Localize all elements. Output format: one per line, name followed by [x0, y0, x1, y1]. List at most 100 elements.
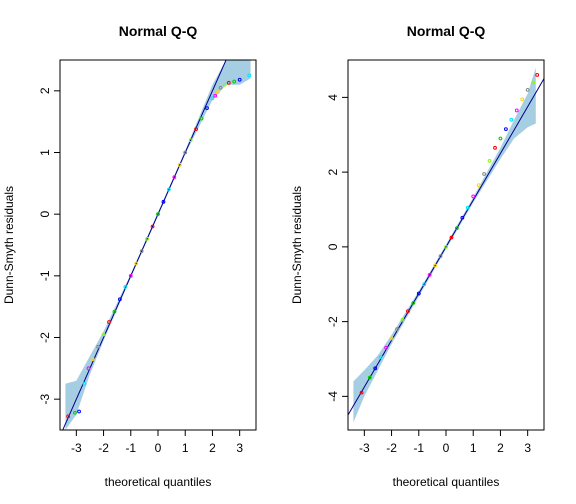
right-data-point	[493, 145, 497, 150]
left-panel-xlabel: theoretical quantiles	[105, 475, 212, 489]
left-panel: Normal Q-Q theoretical quantiles Dunn-Sm…	[2, 23, 257, 489]
right-data-point	[449, 235, 454, 240]
left-y-tick-label: -3	[38, 394, 52, 405]
right-data-point	[531, 80, 536, 85]
right-panel-ylabel: Dunn-Smyth residuals	[290, 186, 304, 304]
right-data-point	[389, 336, 394, 341]
right-data-point	[395, 327, 399, 331]
left-plot-area	[62, 60, 252, 430]
left-data-point	[82, 381, 87, 386]
right-data-point	[535, 73, 540, 77]
left-data-point	[199, 116, 204, 121]
right-data-point	[373, 366, 378, 371]
left-data-point	[188, 138, 193, 143]
right-data-point	[476, 183, 481, 188]
left-data-point	[232, 79, 237, 84]
left-y-tick-label: 0	[38, 211, 52, 218]
left-panel-ylabel: Dunn-Smyth residuals	[2, 186, 16, 304]
right-data-point	[359, 390, 364, 395]
left-y-tick-label: -2	[38, 332, 52, 343]
left-data-point	[128, 273, 133, 278]
right-data-point	[422, 282, 427, 287]
right-data-point	[471, 194, 476, 199]
right-x-tick-label: 3	[524, 441, 531, 455]
right-data-point	[384, 345, 389, 350]
right-data-point	[514, 108, 519, 113]
right-reference-line	[348, 78, 544, 416]
left-data-point	[134, 261, 139, 266]
left-x-tick-label: 0	[155, 441, 162, 455]
left-y-tick-label: 2	[38, 87, 52, 94]
left-data-point	[166, 187, 171, 192]
left-data-point	[247, 73, 252, 78]
left-data-point	[205, 106, 209, 110]
right-y-tick-label: -4	[326, 391, 340, 402]
right-y-tick-label: 4	[326, 94, 340, 101]
right-x-tick-label: -1	[413, 441, 424, 455]
left-x-tick-label: 1	[182, 441, 189, 455]
left-data-point	[96, 344, 101, 349]
left-data-point	[156, 212, 160, 217]
left-data-point	[213, 93, 218, 98]
left-data-point	[86, 366, 91, 371]
right-data-point	[487, 159, 492, 163]
right-x-tick-label: -3	[359, 441, 370, 455]
right-data-point	[498, 136, 503, 141]
right-data-point	[411, 301, 416, 305]
right-data-point	[503, 127, 508, 132]
left-data-point	[107, 320, 111, 324]
right-data-point	[416, 291, 421, 296]
right-x-tick-label: -2	[386, 441, 397, 455]
left-data-point	[112, 309, 117, 314]
right-panel-title: Normal Q-Q	[407, 23, 486, 39]
right-data-point	[509, 117, 514, 122]
right-data-point	[433, 263, 438, 268]
right-data-point	[454, 226, 459, 231]
left-data-point	[183, 150, 188, 155]
right-data-point	[444, 244, 448, 249]
left-data-point	[218, 85, 223, 90]
left-data-point	[150, 224, 155, 229]
left-x-tick-label: 2	[209, 441, 216, 455]
left-data-point	[194, 127, 199, 131]
left-x-tick-label: 3	[236, 441, 243, 455]
right-data-point	[367, 375, 372, 380]
left-data-point	[215, 90, 220, 94]
right-data-point	[438, 254, 443, 259]
right-y-tick-label: -2	[326, 316, 340, 327]
right-data-point	[460, 215, 465, 220]
left-data-point	[237, 77, 242, 82]
right-data-point	[525, 87, 530, 92]
left-data-point	[222, 82, 227, 87]
left-data-point	[101, 332, 106, 337]
left-data-point	[77, 409, 81, 414]
right-data-point	[400, 317, 405, 322]
right-y-tick-label: 2	[326, 168, 340, 175]
left-x-tick-label: -2	[98, 441, 109, 455]
right-data-point	[405, 309, 410, 314]
left-data-point	[139, 249, 144, 254]
right-data-point	[378, 355, 383, 360]
right-panel-xlabel: theoretical quantiles	[393, 475, 500, 489]
right-confidence-band	[353, 67, 536, 423]
left-data-point	[226, 80, 231, 85]
left-data-point	[117, 297, 122, 302]
left-y-tick-label: 1	[38, 149, 52, 156]
right-data-point	[482, 172, 487, 176]
left-data-point	[90, 357, 95, 361]
left-data-point	[210, 96, 215, 101]
left-y-tick-label: -1	[38, 270, 52, 281]
right-x-tick-label: 1	[470, 441, 477, 455]
left-data-point	[172, 175, 177, 180]
left-data-point	[123, 285, 128, 289]
left-data-point	[177, 162, 182, 167]
left-confidence-band	[65, 60, 251, 430]
right-x-tick-label: 0	[443, 441, 450, 455]
left-data-point	[145, 236, 150, 241]
right-data-point	[520, 97, 525, 102]
left-data-point	[161, 199, 166, 204]
right-x-tick-label: 2	[497, 441, 504, 455]
left-x-tick-label: -3	[71, 441, 82, 455]
left-x-tick-label: -1	[125, 441, 136, 455]
